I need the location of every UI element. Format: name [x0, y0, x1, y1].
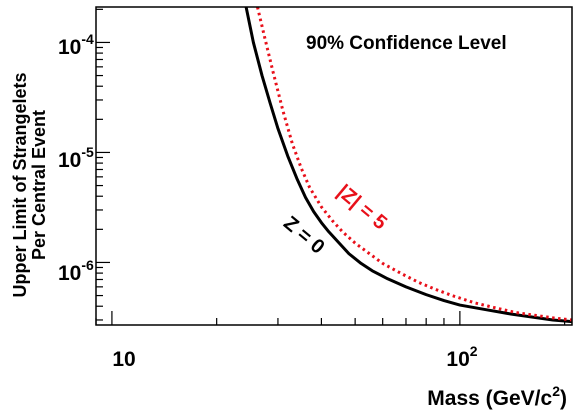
x-axis-title-suffix: ) — [560, 387, 567, 410]
y-axis-title-line2: Per Central Event — [29, 110, 49, 260]
y-tick-label-1e-5: 10-5 — [58, 144, 94, 172]
curve-label-z5: |Z| = 5 — [333, 181, 391, 235]
y-axis-title: Upper Limit of Strangelets Per Central E… — [10, 72, 49, 297]
confidence-level-label: 90% Confidence Level — [306, 33, 507, 54]
x-axis-title: Mass (GeV/c2) — [427, 383, 567, 410]
y-axis-title-line1: Upper Limit of Strangelets — [10, 72, 30, 297]
x-tick-label-100: 102 — [446, 343, 477, 371]
plot-frame — [95, 6, 573, 326]
y-tick-label-1e-4: 10-4 — [58, 31, 94, 59]
x-tick-label-10: 10 — [112, 348, 135, 371]
curve-label-z0: Z = 0 — [279, 212, 328, 259]
series-line-z5 — [256, 7, 572, 322]
x-axis-title-text: Mass (GeV/c — [427, 387, 552, 410]
x-axis-title-superscript: 2 — [552, 383, 560, 399]
axis-ticks — [95, 8, 566, 325]
series-line-z0 — [244, 7, 572, 324]
y-tick-label-1e-6: 10-6 — [58, 257, 94, 285]
